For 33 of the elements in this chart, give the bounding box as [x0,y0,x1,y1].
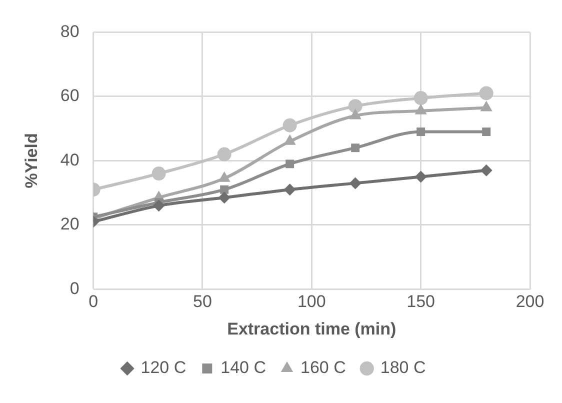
x-tick-label: 0 [88,292,98,312]
point [217,147,232,162]
legend-label: 140 C [220,358,266,378]
x-axis-title: Extraction time (min) [227,319,396,338]
x-tick-label: 200 [516,292,544,312]
y-tick-label: 80 [60,22,80,41]
y-tick-label: 20 [60,214,80,234]
point [479,86,494,100]
point [480,164,492,176]
point [351,144,360,152]
point [414,170,427,183]
point [414,91,428,106]
point [152,200,165,212]
point [482,128,491,136]
x-tick-label: 100 [297,292,326,312]
y-tick-label: 60 [60,86,80,106]
point [218,192,230,204]
x-tick-label: 50 [193,292,212,312]
y-tick-label: 40 [60,150,80,170]
legend-label: 160 C [300,358,346,378]
point [416,128,426,136]
legend-label: 180 C [380,358,426,378]
point [284,184,296,196]
point [349,177,362,190]
legend-label: 120 C [140,358,186,378]
y-tick-label: 0 [70,278,80,298]
point [152,166,166,181]
y-axis-title: %Yield [22,133,41,188]
point [220,185,229,194]
point [286,160,294,168]
point [348,99,362,114]
point [282,118,297,132]
x-tick-label: 150 [406,292,436,312]
